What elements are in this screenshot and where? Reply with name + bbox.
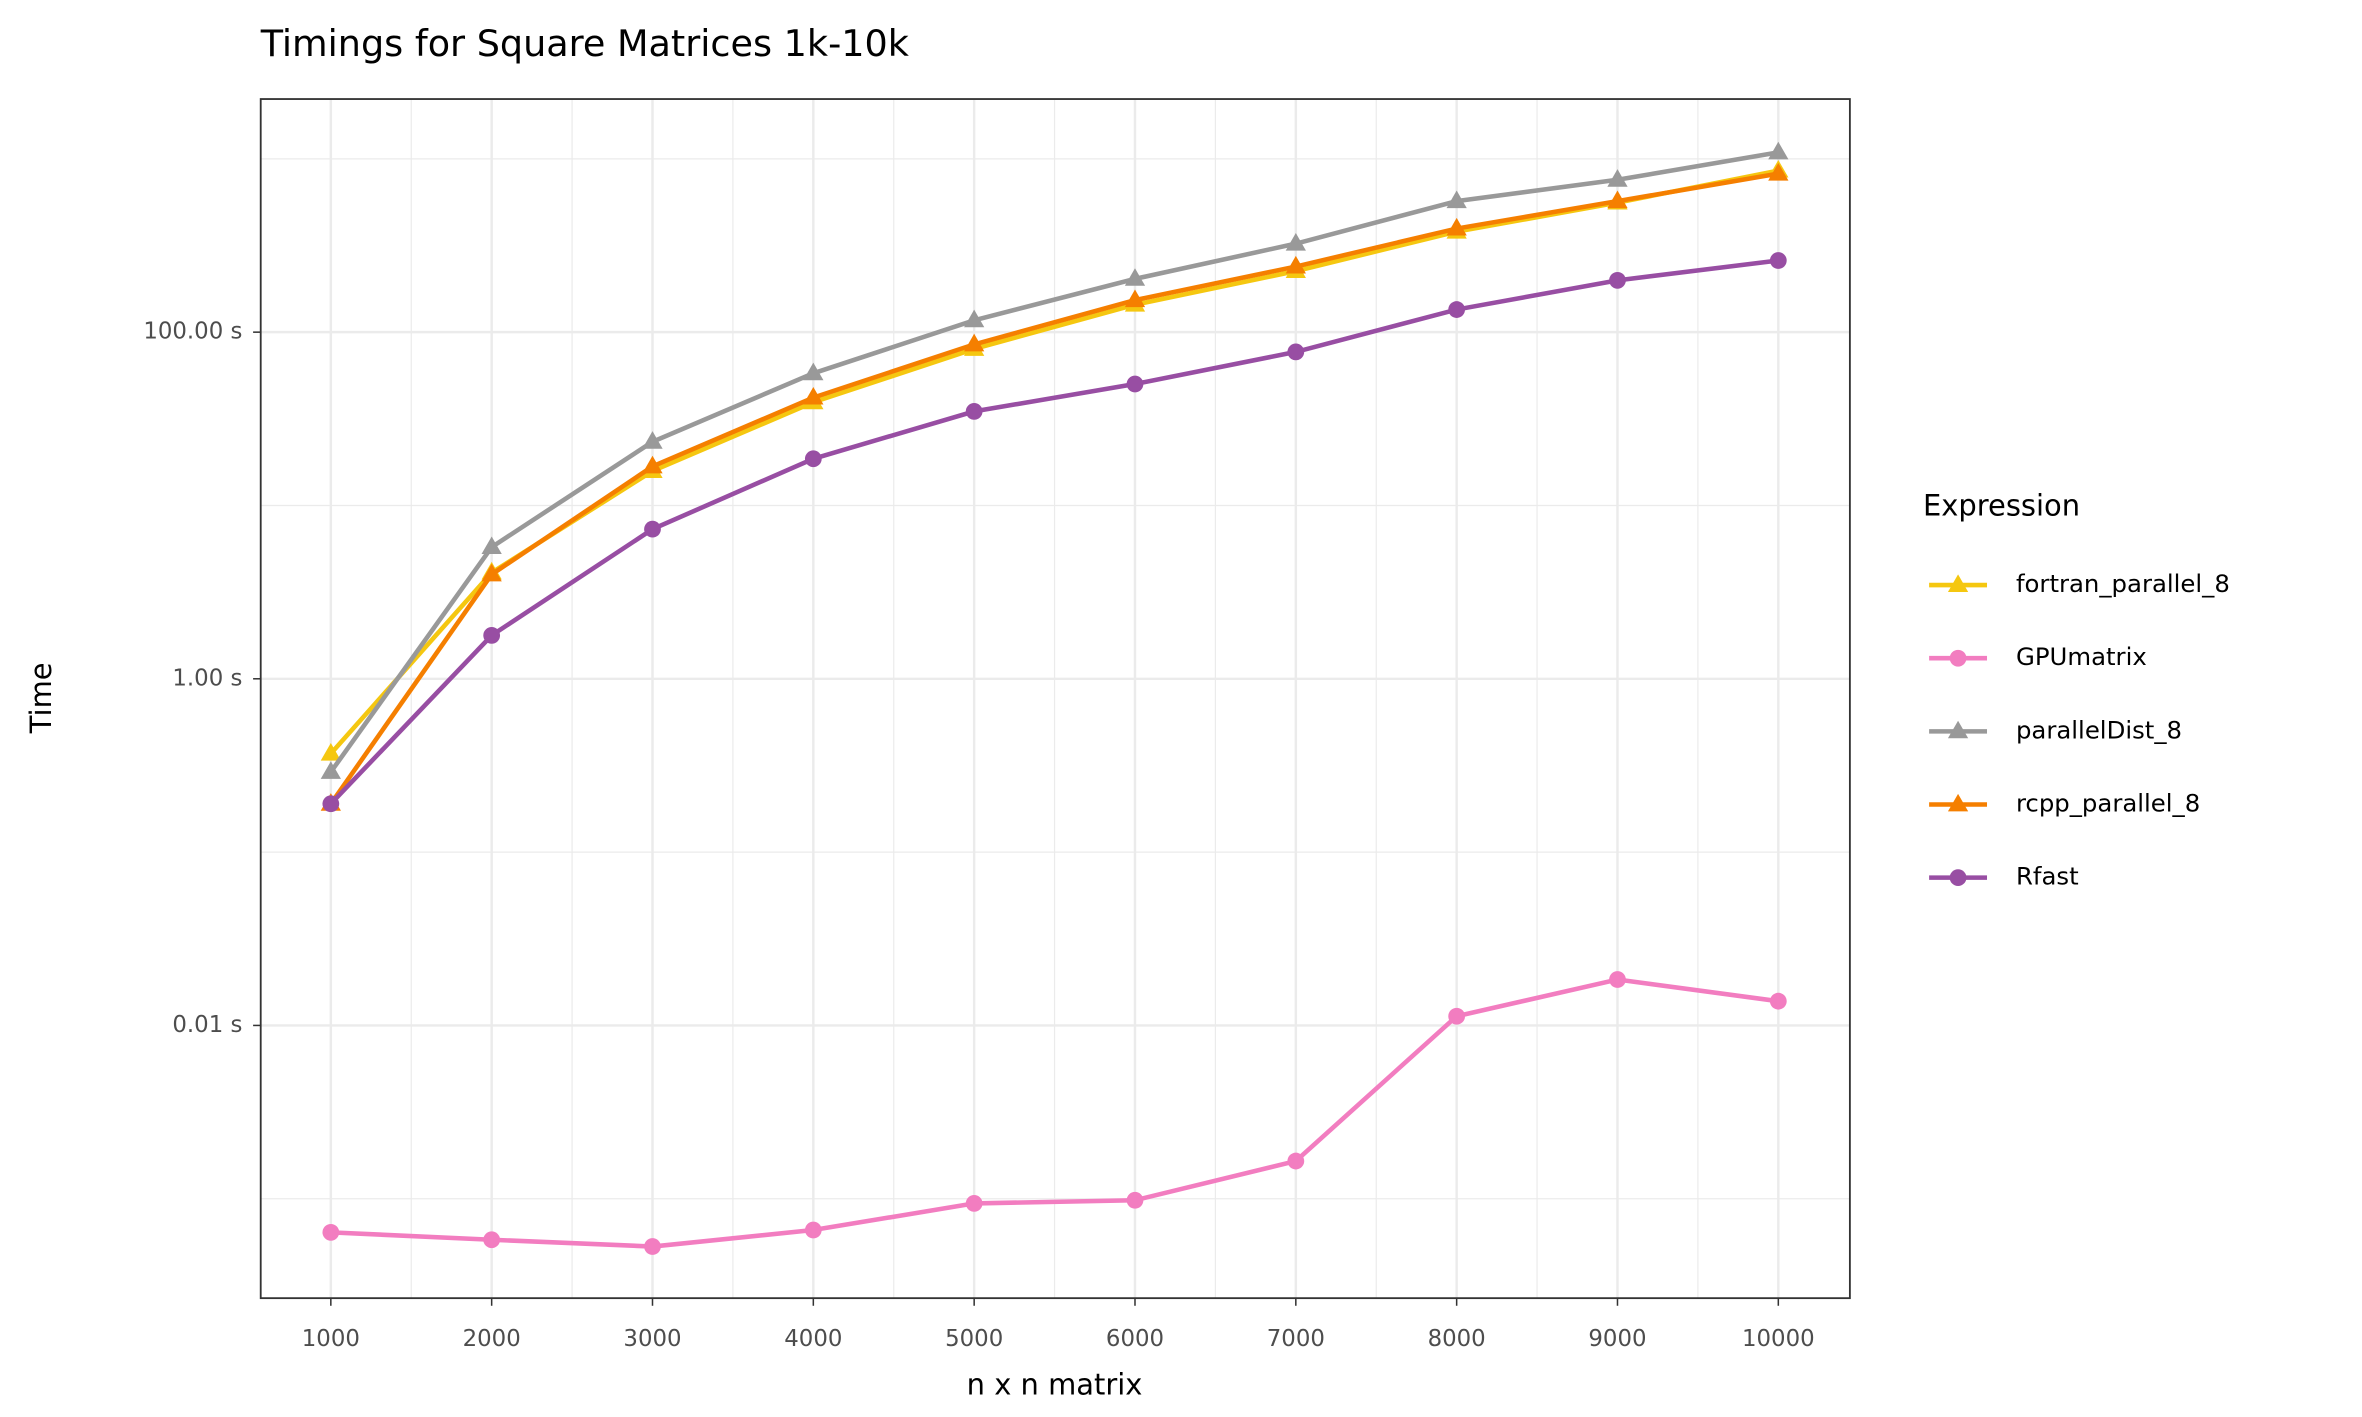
data-point [1124,268,1146,286]
legend-marker [1949,649,1967,667]
series-line [328,150,1779,774]
legend-label: fortran_parallel_8 [2016,569,2230,598]
data-point [322,1223,340,1241]
legend-marker [1949,869,1967,887]
x-tick-label: 6000 [1106,1326,1164,1352]
x-tick-label: 3000 [623,1326,681,1352]
legend-label: parallelDist_8 [2016,715,2182,744]
data-point [481,536,502,555]
legend-label: GPUmatrix [2016,642,2147,671]
data-point [1285,255,1306,274]
data-point [642,455,663,474]
x-tick-label: 4000 [784,1326,842,1352]
data-point [483,627,501,644]
legend-marker [1947,720,1969,739]
data-point [1607,190,1628,209]
data-point [964,333,985,352]
data-point [804,1221,822,1239]
x-tick-label: 10000 [1742,1326,1815,1352]
data-point [965,1195,983,1212]
chart-title: Timings for Square Matrices 1k-10k [260,22,910,65]
data-point [804,450,822,468]
data-point [1287,343,1305,361]
x-tick-label: 7000 [1267,1326,1325,1352]
data-point [1448,301,1466,318]
data-point [642,431,663,449]
x-tick-label: 8000 [1428,1326,1486,1352]
data-point [1446,217,1467,236]
data-point [1769,252,1787,269]
data-point [803,386,824,405]
legend-label: Rfast [2016,862,2079,891]
data-point [1287,1152,1305,1170]
data-point [1607,169,1628,187]
data-point [644,1238,661,1255]
x-tick-label: 5000 [945,1326,1003,1352]
x-axis-title: n x n matrix [967,1368,1143,1402]
y-tick-label: 1.00 s [172,665,242,691]
x-tick-label: 2000 [463,1326,521,1352]
series-line [329,258,1779,806]
data-point [1609,971,1626,988]
legend-title: Expression [1923,488,2080,522]
data-point [322,795,340,813]
x-tick-label: 1000 [302,1326,360,1352]
y-axis-title: Time [24,662,58,734]
data-point [1448,1007,1466,1025]
data-point [1609,271,1626,289]
data-point [481,563,502,582]
data-point [1446,190,1467,209]
plot-border [259,98,1851,1300]
data-point [1285,232,1306,251]
data-point [1126,1191,1144,1209]
y-tick-label: 100.00 s [143,319,242,345]
legend-marker [1947,793,1969,812]
data-point [320,761,341,779]
data-point [965,403,983,420]
data-point [803,362,824,381]
x-tick-label: 9000 [1588,1326,1646,1352]
data-point [964,309,985,328]
data-point [1768,163,1789,181]
series-line [330,977,1779,1249]
data-point [483,1231,501,1249]
series-line [328,171,1779,806]
data-point [320,742,341,761]
data-point [1124,289,1146,308]
data-point [1769,992,1787,1010]
legend-marker [1947,574,1969,593]
y-tick-label: 0.01 s [172,1012,242,1038]
data-point [1126,375,1144,393]
data-point [1768,141,1789,160]
data-point [644,520,661,538]
legend-label: rcpp_parallel_8 [2016,788,2200,817]
